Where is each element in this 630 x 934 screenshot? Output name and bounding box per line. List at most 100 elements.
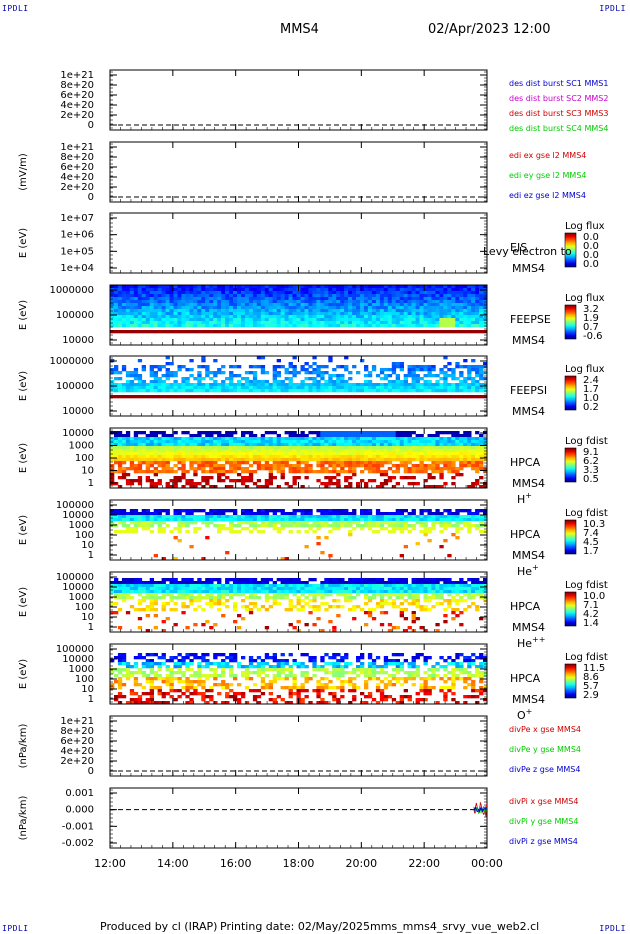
spectrogram-cell: [209, 377, 214, 381]
spectrogram-cell: [157, 285, 162, 289]
spectrogram-cell: [411, 291, 416, 295]
spectrogram-cell: [435, 389, 440, 393]
spectrogram-cell: [336, 309, 341, 313]
spectrogram-cell: [387, 294, 393, 298]
spectrogram-cell: [272, 452, 277, 456]
spectrogram-cell: [137, 303, 143, 307]
spectrogram-cell: [233, 509, 238, 513]
spectrogram-cell: [308, 395, 313, 399]
spectrogram-cell: [229, 288, 234, 292]
spectrogram-cell: [217, 371, 222, 375]
spectrogram-cell: [411, 476, 416, 480]
spectrogram-cell: [348, 285, 353, 289]
spectrogram-cell: [379, 524, 385, 528]
spectrogram-cell: [129, 437, 135, 441]
spectrogram-cell: [161, 557, 166, 561]
spectrogram-cell: [114, 611, 119, 615]
spectrogram-cell: [225, 434, 230, 438]
spectrogram-cell: [328, 321, 333, 325]
spectrogram-cell: [209, 291, 214, 295]
spectrogram-cell: [475, 458, 480, 462]
spectrogram-cell: [149, 512, 154, 516]
spectrogram-cell: [336, 446, 341, 450]
spectrogram-cell: [292, 309, 297, 313]
p3-cbar-tick: 0.0: [583, 259, 599, 270]
spectrogram-cell: [114, 581, 119, 585]
spectrogram-cell: [117, 467, 123, 471]
spectrogram-cell: [137, 288, 143, 292]
spectrogram-cell: [360, 509, 365, 513]
spectrogram-cell: [431, 365, 436, 369]
spectrogram-cell: [161, 455, 166, 459]
spectrogram-cell: [244, 461, 250, 465]
spectrogram-cell: [304, 443, 309, 447]
spectrogram-cell: [395, 374, 400, 378]
spectrogram-cell: [447, 431, 452, 435]
spectrogram-cell: [332, 587, 337, 591]
spectrogram-cell: [288, 380, 293, 384]
spectrogram-cell: [459, 521, 464, 525]
spectrogram-cell: [463, 309, 468, 313]
spectrogram-cell: [419, 443, 424, 447]
spectrogram-cell: [379, 312, 385, 316]
spectrogram-cell: [304, 440, 309, 444]
spectrogram-cell: [300, 431, 305, 435]
spectrogram-cell: [217, 324, 222, 328]
spectrogram-cell: [209, 321, 214, 325]
spectrogram-cell: [483, 443, 488, 447]
spectrogram-cell: [133, 297, 139, 301]
spectrogram-cell: [383, 288, 389, 292]
spectrogram-cell: [141, 306, 146, 310]
spectrogram-cell: [229, 386, 234, 390]
spectrogram-cell: [185, 309, 190, 313]
spectrogram-cell: [276, 440, 281, 444]
spectrogram-cell: [153, 593, 158, 597]
spectrogram-cell: [467, 431, 472, 435]
p2-y-tick-label: 4e+20: [60, 172, 94, 183]
spectrogram-cell: [316, 288, 321, 292]
spectrogram-cell: [304, 464, 309, 468]
spectrogram-cell: [268, 479, 273, 483]
spectrogram-cell: [193, 294, 198, 298]
spectrogram-cell: [205, 476, 210, 480]
spectrogram-cell: [300, 318, 305, 322]
spectrogram-cell: [340, 458, 345, 462]
spectrogram-cell: [407, 368, 412, 372]
spectrogram-cell: [260, 446, 266, 450]
spectrogram-cell: [185, 300, 190, 304]
spectrogram-cell: [483, 530, 488, 534]
spectrogram-cell: [423, 285, 428, 289]
spectrogram-cell: [344, 291, 349, 295]
spectrogram-cell: [300, 461, 305, 465]
spectrogram-cell: [133, 455, 139, 459]
spectrogram-cell: [415, 368, 420, 372]
spectrogram-cell: [308, 452, 313, 456]
spectrogram-cell: [205, 291, 210, 295]
spectrogram-cell: [312, 300, 317, 304]
spectrogram-cell: [451, 518, 456, 522]
spectrogram-cell: [141, 321, 146, 325]
spectrogram-cell: [268, 431, 273, 435]
spectrogram-cell: [459, 374, 464, 378]
spectrogram-cell: [423, 380, 428, 384]
spectrogram-cell: [411, 470, 416, 474]
spectrogram-cell: [276, 285, 281, 289]
spectrogram-cell: [217, 288, 222, 292]
spectrogram-cell: [137, 330, 143, 334]
spectrogram-cell: [332, 306, 337, 310]
spectrogram-cell: [304, 584, 309, 588]
spectrogram-cell: [149, 330, 154, 334]
spectrogram-cell: [125, 291, 131, 295]
spectrogram-cell: [387, 303, 393, 307]
spectrogram-cell: [129, 578, 135, 582]
spectrogram-cell: [479, 291, 484, 295]
spectrogram-cell: [288, 452, 293, 456]
spectrogram-cell: [260, 383, 266, 387]
spectrogram-cell: [169, 590, 174, 594]
spectrogram-cell: [431, 512, 436, 516]
spectrogram-cell: [451, 476, 456, 480]
spectrogram-cell: [209, 578, 214, 582]
spectrogram-cell: [197, 509, 202, 513]
spectrogram-cell: [435, 312, 440, 316]
spectrogram-cell: [375, 431, 381, 435]
